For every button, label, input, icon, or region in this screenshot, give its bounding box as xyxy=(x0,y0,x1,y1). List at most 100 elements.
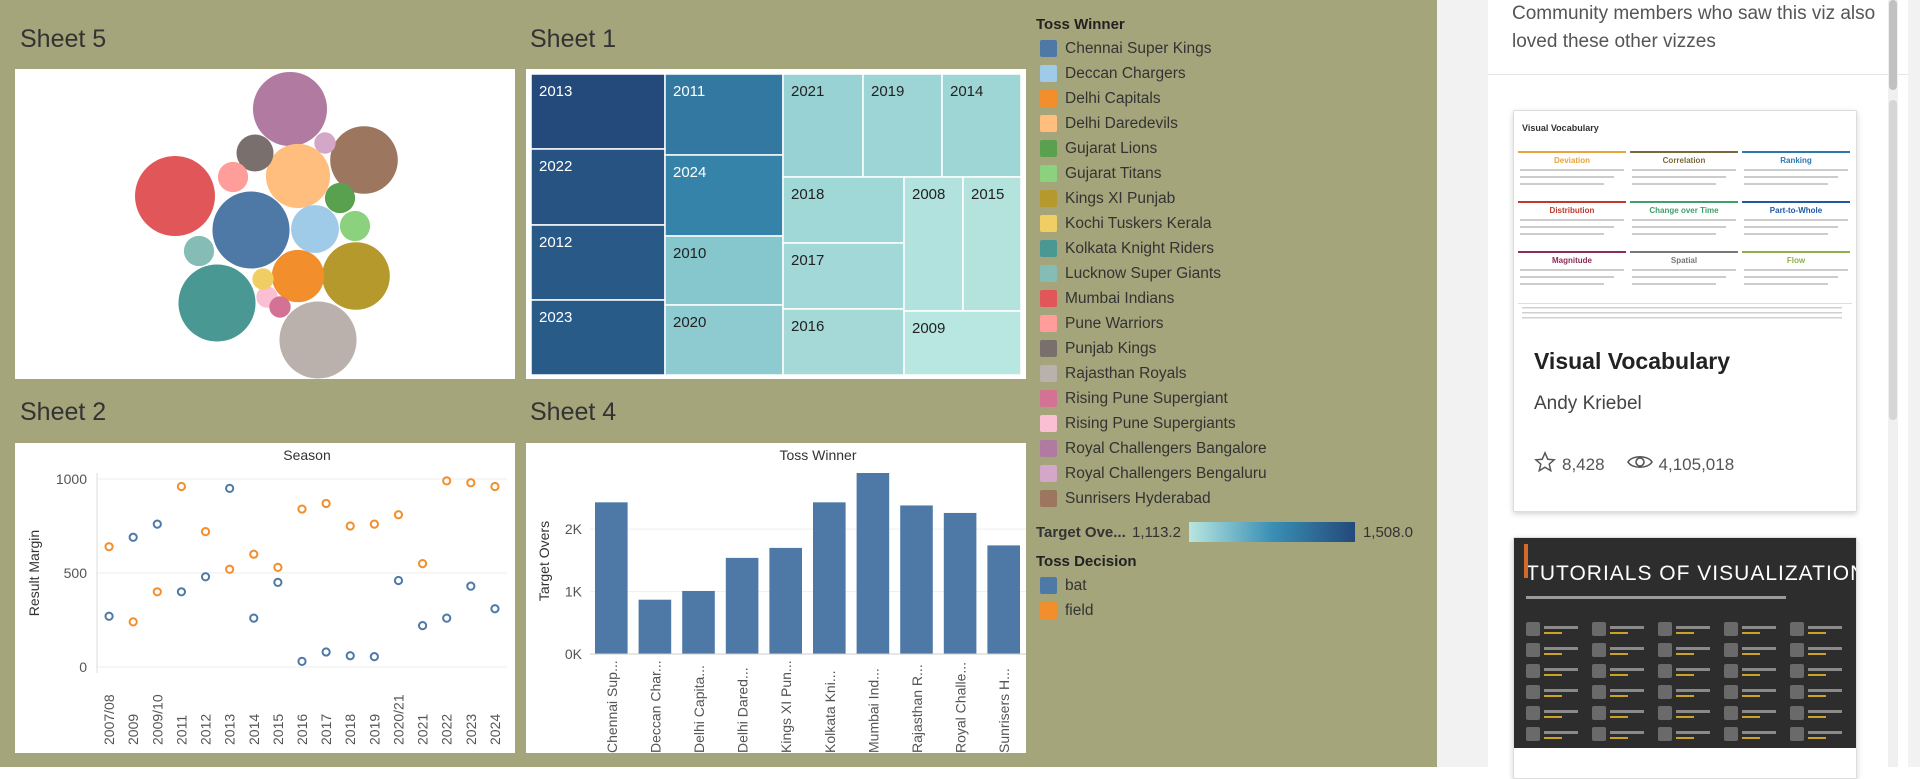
treemap-cell[interactable] xyxy=(530,73,666,150)
scatter-point-bat[interactable] xyxy=(369,652,379,662)
scatter-panel[interactable]: Season Result Margin 1000 500 0 2007/08 2009 20… xyxy=(15,443,515,753)
legend-item-pune-warriors[interactable]: Pune Warriors xyxy=(1036,311,1436,336)
bar-panel[interactable]: Toss Winner Target Overs 2K 1K 0K Chennai Sup… xyxy=(526,443,1026,753)
treemap-cell[interactable] xyxy=(530,299,666,376)
treemap-cell[interactable] xyxy=(782,73,864,178)
scatter-point-field[interactable] xyxy=(466,478,476,488)
scatter-point-bat[interactable] xyxy=(200,572,211,582)
legend-item-field[interactable]: field xyxy=(1036,598,1436,623)
bubble-mark[interactable] xyxy=(212,191,290,269)
treemap-cell[interactable] xyxy=(664,154,784,237)
bar-mark[interactable] xyxy=(769,547,802,654)
treemap-panel[interactable]: 2013 2022 2012 2023 2011 2024 2010 2020 2021 2019… xyxy=(526,69,1026,379)
legend-item-delhi-daredevils[interactable]: Delhi Daredevils xyxy=(1036,111,1436,136)
bubble-mark[interactable] xyxy=(330,126,398,194)
scatter-point-field[interactable] xyxy=(200,527,211,537)
legend-item-gujarat-lions[interactable]: Gujarat Lions xyxy=(1036,136,1436,161)
scatter-point-bat[interactable] xyxy=(176,587,187,597)
legend-item-gujarat-titans[interactable]: Gujarat Titans xyxy=(1036,161,1436,186)
legend-item-rajasthan-royals[interactable]: Rajasthan Royals xyxy=(1036,361,1436,386)
bar-mark[interactable] xyxy=(987,545,1020,654)
bubble-mark[interactable] xyxy=(324,182,356,214)
legend-item-deccan-chargers[interactable]: Deccan Chargers xyxy=(1036,61,1436,86)
treemap-cell[interactable] xyxy=(903,310,1022,376)
scatter-point-field[interactable] xyxy=(321,498,331,509)
legend-item-royal-challengers-bengaluru[interactable]: Royal Challengers Bengaluru xyxy=(1036,461,1436,486)
treemap-cell[interactable] xyxy=(903,176,964,312)
bubble-chart-panel[interactable] xyxy=(15,69,515,379)
scatter-point-bat[interactable] xyxy=(104,611,114,621)
bar-mark[interactable] xyxy=(813,502,846,654)
bubble-mark[interactable] xyxy=(183,235,215,267)
legend-item-rising-pune-supergiant[interactable]: Rising Pune Supergiant xyxy=(1036,386,1436,411)
legend-item-lucknow-super-giants[interactable]: Lucknow Super Giants xyxy=(1036,261,1436,286)
viz-card-title[interactable]: Visual Vocabulary xyxy=(1534,348,1731,374)
bar-mark[interactable] xyxy=(725,557,759,654)
legend-item-kings-xi-punjab[interactable]: Kings XI Punjab xyxy=(1036,186,1436,211)
treemap-cell[interactable] xyxy=(664,73,784,156)
scatter-point-bat[interactable] xyxy=(466,581,476,591)
treemap-cell[interactable] xyxy=(530,224,666,301)
team-legend[interactable]: Chennai Super Kings Deccan Chargers Delhi … xyxy=(1036,36,1436,511)
scrollbar[interactable] xyxy=(1888,0,1898,767)
bar-mark[interactable] xyxy=(595,502,628,654)
scatter-point-bat[interactable] xyxy=(490,604,500,614)
scatter-point-bat[interactable] xyxy=(152,519,162,529)
scatter-point-field[interactable] xyxy=(176,481,187,492)
bubble-mark[interactable] xyxy=(271,249,325,303)
bar-mark[interactable] xyxy=(943,512,977,654)
legend-item-sunrisers-hyderabad[interactable]: Sunrisers Hyderabad xyxy=(1036,486,1436,511)
scrollbar-thumb[interactable] xyxy=(1889,0,1897,90)
viz-card[interactable]: Visual Vocabulary Deviation Correlation Ra… xyxy=(1513,110,1857,512)
scatter-point-field[interactable] xyxy=(417,559,428,569)
bubble-mark[interactable] xyxy=(269,296,291,318)
legend-item-delhi-capitals[interactable]: Delhi Capitals xyxy=(1036,86,1436,111)
bar-mark[interactable] xyxy=(900,505,933,654)
legend-item-bat[interactable]: bat xyxy=(1036,573,1436,598)
legend-item-royal-challengers-bangalore[interactable]: Royal Challengers Bangalore xyxy=(1036,436,1436,461)
scatter-point-field[interactable] xyxy=(393,510,404,520)
scatter-point-field[interactable] xyxy=(369,519,379,529)
bubble-mark[interactable] xyxy=(252,268,274,290)
legend-item-chennai-super-kings[interactable]: Chennai Super Kings xyxy=(1036,36,1436,61)
scatter-point-bat[interactable] xyxy=(321,647,331,657)
scatter-point-bat[interactable] xyxy=(249,613,259,623)
scatter-point-bat[interactable] xyxy=(225,483,235,494)
legend-item-punjab-kings[interactable]: Punjab Kings xyxy=(1036,336,1436,361)
scatter-point-field[interactable] xyxy=(104,542,114,552)
scatter-point-field[interactable] xyxy=(442,476,452,486)
bubble-mark[interactable] xyxy=(314,132,336,154)
treemap-cell[interactable] xyxy=(962,176,1022,312)
viz-card-thumbnail[interactable]: Visual Vocabulary Deviation Correlation Ra… xyxy=(1514,111,1856,326)
scatter-point-field[interactable] xyxy=(273,562,283,572)
legend-item-mumbai-indians[interactable]: Mumbai Indians xyxy=(1036,286,1436,311)
bubble-mark[interactable] xyxy=(217,161,249,193)
bubble-mark[interactable] xyxy=(339,210,371,242)
decision-legend[interactable]: bat field xyxy=(1036,573,1436,623)
scatter-point-field[interactable] xyxy=(490,481,500,492)
bubble-mark[interactable] xyxy=(135,156,215,236)
scatter-point-field[interactable] xyxy=(345,521,355,531)
bubble-mark[interactable] xyxy=(178,264,256,342)
bubble-mark[interactable] xyxy=(236,134,274,172)
scatter-point-field[interactable] xyxy=(152,587,162,597)
scatter-point-bat[interactable] xyxy=(345,651,355,661)
scatter-point-field[interactable] xyxy=(297,504,307,514)
treemap-cell[interactable] xyxy=(782,242,905,310)
bubble-mark[interactable] xyxy=(265,143,331,209)
viz-card-author[interactable]: Andy Kriebel xyxy=(1534,393,1642,414)
legend-item-rising-pune-supergiants[interactable]: Rising Pune Supergiants xyxy=(1036,411,1436,436)
scatter-point-field[interactable] xyxy=(225,564,235,574)
scatter-point-bat[interactable] xyxy=(417,621,428,631)
scatter-point-bat[interactable] xyxy=(273,577,283,587)
bar-mark[interactable] xyxy=(856,473,890,654)
bar-mark[interactable] xyxy=(638,599,672,654)
bubble-mark[interactable] xyxy=(252,71,328,147)
treemap-cell[interactable] xyxy=(941,73,1022,178)
viz-card[interactable]: TUTORIALS OF VISUALIZATIONS xyxy=(1513,537,1880,779)
viz-card-thumbnail[interactable]: TUTORIALS OF VISUALIZATIONS xyxy=(1514,538,1880,748)
star-icon[interactable] xyxy=(1534,450,1556,478)
bubble-mark[interactable] xyxy=(322,242,390,310)
treemap-cell[interactable] xyxy=(664,235,784,306)
bubble-mark[interactable] xyxy=(279,301,357,379)
